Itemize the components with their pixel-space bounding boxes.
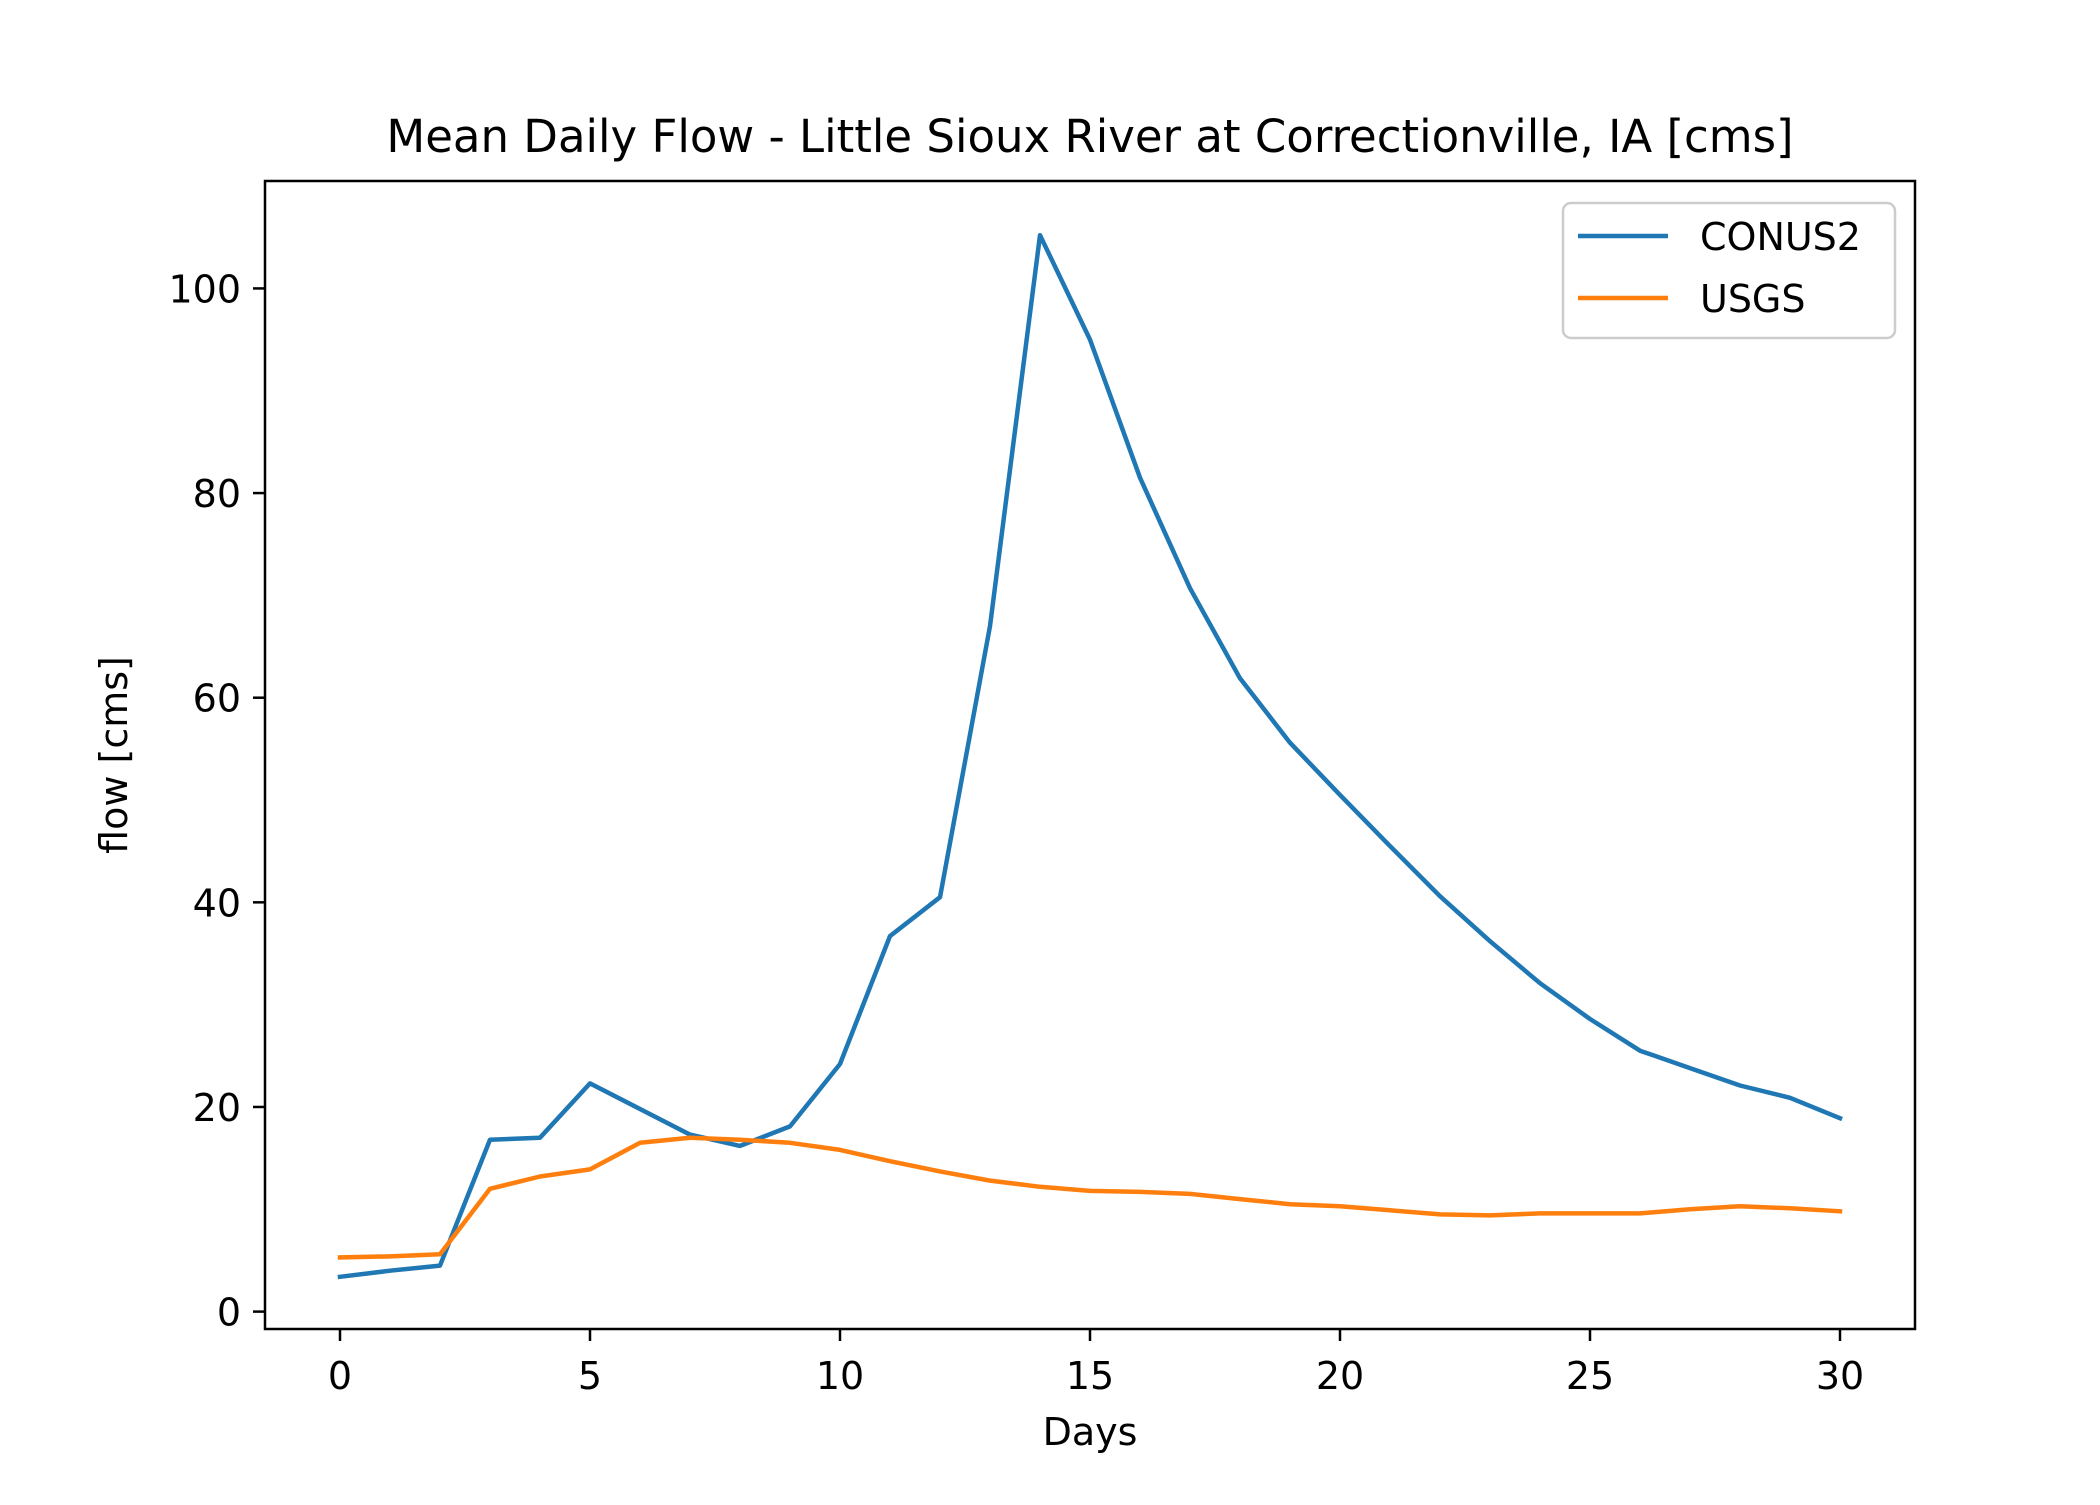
x-tick-label: 5 [578, 1354, 602, 1398]
x-axis-label: Days [1043, 1410, 1138, 1454]
y-tick-label: 80 [193, 472, 241, 516]
y-tick-label: 0 [217, 1291, 241, 1335]
legend-label-conus2: CONUS2 [1700, 215, 1861, 259]
series-line-usgs [337, 1135, 1843, 1260]
x-tick-label: 25 [1566, 1354, 1614, 1398]
x-tick-label: 10 [816, 1354, 864, 1398]
y-tick-label: 100 [168, 267, 241, 311]
y-tick-label: 60 [193, 677, 241, 721]
y-axis-label: flow [cms] [92, 656, 136, 854]
x-tick-label: 0 [328, 1354, 352, 1398]
x-tick-label: 20 [1316, 1354, 1364, 1398]
legend: CONUS2 USGS [1561, 201, 1897, 340]
y-tick-label: 20 [193, 1086, 241, 1130]
legend-label-usgs: USGS [1700, 277, 1806, 321]
x-axis: 0 5 10 15 20 25 30 [328, 1329, 1864, 1398]
series-line-conus2 [337, 232, 1843, 1280]
y-axis: 0 20 40 60 80 100 [168, 267, 265, 1335]
x-tick-label: 30 [1816, 1354, 1864, 1398]
y-tick-label: 40 [193, 881, 241, 925]
chart-title: Mean Daily Flow - Little Sioux River at … [386, 110, 1793, 163]
plot-area [337, 232, 1843, 1280]
x-tick-label: 15 [1066, 1354, 1114, 1398]
